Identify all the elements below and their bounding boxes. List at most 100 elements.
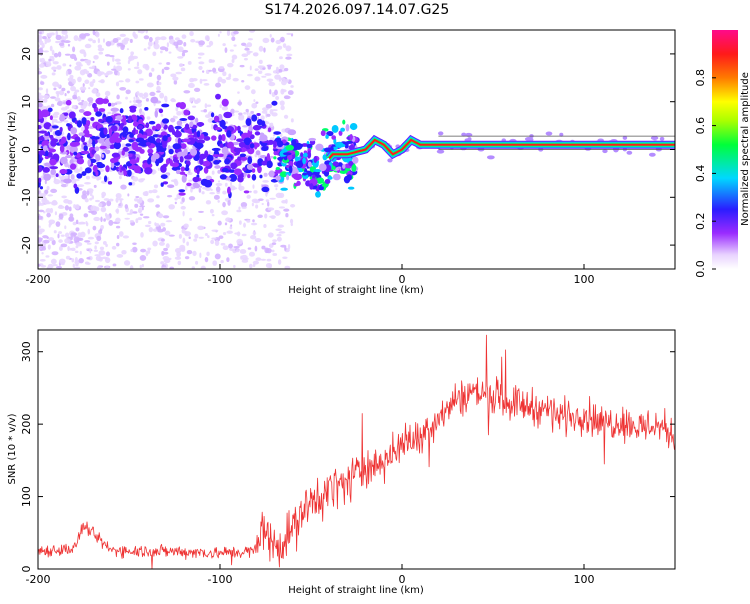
- energy-blob: [245, 118, 252, 127]
- noise-blob: [257, 70, 263, 75]
- noise-blob: [181, 228, 186, 234]
- energy-blob: [291, 173, 301, 179]
- noise-blob: [86, 256, 91, 260]
- noise-blob: [286, 32, 292, 36]
- energy-blob: [348, 144, 355, 150]
- noise-blob: [53, 111, 60, 116]
- energy-blob: [251, 114, 258, 122]
- noise-blob: [169, 155, 174, 160]
- energy-blob: [219, 119, 226, 128]
- noise-blob: [111, 245, 117, 250]
- noise-blob: [63, 40, 71, 44]
- energy-blob: [327, 176, 333, 180]
- noise-blob: [121, 143, 126, 148]
- noise-blob: [139, 205, 146, 208]
- energy-blob: [49, 166, 59, 170]
- noise-blob: [182, 210, 185, 217]
- noise-blob: [198, 210, 204, 213]
- energy-blob: [138, 118, 144, 124]
- noise-blob: [39, 47, 43, 50]
- noise-blob: [78, 257, 84, 264]
- energy-blob: [261, 160, 268, 166]
- energy-blob: [69, 158, 74, 165]
- noise-blob: [260, 258, 267, 261]
- noise-blob: [91, 195, 95, 200]
- energy-blob: [275, 145, 285, 150]
- noise-blob: [82, 100, 88, 107]
- noise-blob: [61, 30, 67, 33]
- noise-blob: [45, 208, 52, 214]
- noise-blob: [68, 206, 72, 212]
- noise-blob: [104, 54, 111, 57]
- noise-blob: [70, 77, 74, 83]
- noise-blob: [269, 33, 272, 38]
- noise-blob: [253, 99, 256, 102]
- energy-blob: [257, 165, 262, 174]
- x-tick-label: -100: [208, 273, 233, 286]
- noise-blob: [198, 188, 202, 193]
- noise-blob: [99, 246, 105, 251]
- noise-blob: [38, 146, 41, 152]
- noise-blob: [87, 104, 91, 107]
- noise-blob: [276, 233, 282, 237]
- energy-blob: [312, 160, 319, 168]
- energy-blob: [199, 157, 204, 166]
- noise-blob: [169, 266, 174, 269]
- energy-blob: [69, 141, 79, 147]
- noise-blob: [158, 81, 162, 86]
- noise-blob: [238, 112, 243, 116]
- energy-blob: [315, 191, 321, 198]
- energy-blob: [230, 162, 238, 170]
- noise-blob: [135, 218, 139, 224]
- spectrogram-y-label: Frequency (Hz): [7, 111, 18, 187]
- energy-blob: [436, 149, 445, 154]
- noise-blob: [45, 88, 49, 94]
- noise-blob: [55, 34, 62, 41]
- noise-blob: [57, 84, 61, 88]
- noise-blob: [222, 232, 227, 236]
- energy-blob: [217, 153, 225, 158]
- energy-blob: [286, 174, 290, 181]
- noise-blob: [66, 90, 70, 94]
- noise-blob: [162, 227, 166, 232]
- noise-blob: [123, 37, 130, 42]
- noise-blob: [38, 92, 42, 96]
- noise-blob: [58, 204, 63, 208]
- noise-blob: [84, 198, 89, 203]
- noise-blob: [198, 65, 203, 71]
- noise-blob: [112, 56, 115, 62]
- noise-blob: [251, 102, 258, 109]
- noise-blob: [80, 58, 85, 62]
- noise-blob: [217, 180, 221, 183]
- noise-blob: [279, 100, 285, 106]
- noise-blob: [188, 196, 196, 201]
- energy-blob: [650, 135, 659, 140]
- noise-blob: [197, 52, 205, 56]
- noise-blob: [246, 194, 251, 199]
- noise-blob: [244, 44, 249, 48]
- energy-blob: [192, 176, 200, 183]
- energy-blob: [273, 151, 278, 156]
- energy-blob: [215, 93, 221, 100]
- noise-blob: [280, 77, 286, 81]
- noise-blob: [254, 238, 262, 243]
- energy-blob: [67, 132, 71, 141]
- noise-blob: [136, 61, 140, 67]
- energy-blob: [38, 136, 45, 141]
- noise-blob: [172, 76, 179, 81]
- noise-blob: [280, 105, 285, 111]
- energy-blob: [185, 164, 190, 169]
- energy-blob: [307, 161, 312, 168]
- energy-blob: [338, 130, 343, 136]
- noise-blob: [274, 74, 281, 80]
- noise-blob: [77, 184, 85, 188]
- energy-blob: [119, 164, 123, 173]
- noise-blob: [50, 96, 56, 99]
- energy-blob: [192, 182, 199, 187]
- noise-blob: [48, 219, 56, 225]
- noise-blob: [75, 242, 83, 247]
- energy-blob: [39, 186, 44, 190]
- noise-blob: [53, 230, 57, 234]
- x-tick-label: 0: [399, 273, 406, 286]
- energy-blob: [291, 139, 297, 147]
